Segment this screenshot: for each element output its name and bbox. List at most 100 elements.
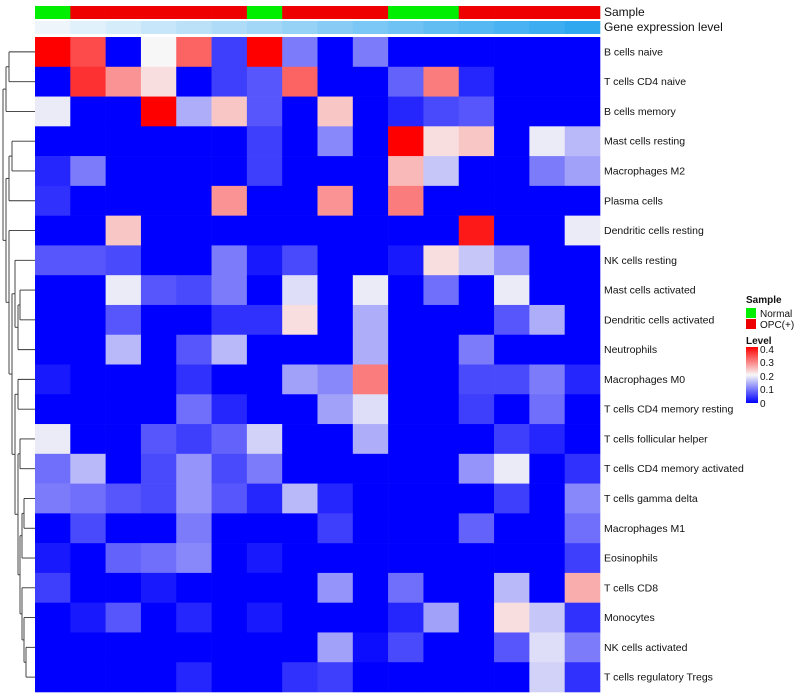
heatmap-cell (388, 245, 424, 276)
heatmap-cell (423, 66, 460, 97)
row-label: Dendritic cells resting (604, 225, 704, 237)
heatmap-cell (529, 185, 565, 216)
heatmap-cell (35, 156, 71, 187)
heatmap-cell (176, 662, 212, 693)
heatmap-cell (494, 275, 530, 306)
heatmap-cell (529, 543, 565, 574)
heatmap-cell (494, 662, 530, 693)
normal-legend-swatch (746, 308, 756, 318)
sample-annotation-cell (105, 6, 142, 19)
row-label: T cells CD4 naive (604, 76, 686, 88)
row-dendrogram (2, 51, 35, 678)
heatmap-cell (388, 453, 424, 484)
heatmap-cell (352, 304, 389, 336)
heatmap-cell (105, 96, 142, 127)
heatmap-cell (211, 424, 248, 455)
heatmap-cell (282, 632, 318, 663)
heatmap-cell (494, 483, 530, 514)
heatmap-cell (105, 483, 142, 514)
heatmap-cell (564, 364, 601, 395)
heatmap-cell (388, 632, 424, 663)
heatmap-cell (352, 453, 389, 484)
heatmap-cell (105, 304, 142, 336)
heatmap-cell (35, 543, 71, 574)
heatmap-cell (423, 215, 460, 246)
heatmap-cell (388, 96, 424, 127)
row-label: NK cells resting (604, 255, 677, 267)
heatmap-cell (494, 632, 530, 663)
heatmap-cell (140, 483, 177, 514)
expression-annotation-cell (458, 21, 495, 34)
heatmap-cell (352, 483, 389, 514)
heatmap-cell (423, 572, 460, 603)
heatmap-cell (282, 424, 318, 455)
heatmap-cell (35, 66, 71, 97)
expression-annotation-cell (246, 21, 283, 34)
heatmap-cell (494, 424, 530, 455)
heatmap-cell (317, 275, 354, 306)
heatmap-cell (176, 304, 212, 336)
expression-annotation-cell (388, 21, 424, 34)
row-label: T cells CD4 memory resting (604, 404, 733, 416)
heatmap-cell (282, 572, 318, 603)
heatmap-cell (564, 37, 601, 68)
sample-annotation-cell (317, 6, 354, 19)
heatmap-cell (211, 543, 248, 574)
heatmap-cell (246, 245, 283, 276)
heatmap-cell (423, 632, 460, 663)
heatmap-cell (246, 632, 283, 663)
heatmap-cell (176, 513, 212, 544)
sample-annotation-track (35, 6, 601, 19)
heatmap-cell (458, 662, 495, 693)
heatmap-cell (105, 37, 142, 68)
heatmap-cell (246, 394, 283, 425)
heatmap-cell (105, 245, 142, 276)
heatmap-cell (564, 334, 601, 365)
row-label: B cells memory (604, 106, 677, 118)
heatmap-cell (317, 185, 354, 216)
heatmap-cell (246, 185, 283, 216)
heatmap-cell (70, 572, 106, 603)
heatmap-cell (246, 37, 283, 68)
heatmap-cell (176, 215, 212, 246)
heatmap-cell (140, 662, 177, 693)
heatmap-cell (282, 245, 318, 276)
heatmap-cell (564, 572, 601, 603)
heatmap-cell (423, 364, 460, 395)
heatmap-cell (246, 364, 283, 395)
level-tick-label: 0.1 (760, 385, 774, 396)
level-tick-label: 0.2 (760, 372, 774, 383)
heatmap-cell (317, 66, 354, 97)
heatmap-cells (35, 37, 601, 693)
heatmap-cell (211, 304, 248, 336)
heatmap-cell (35, 453, 71, 484)
sample-annotation-cell (176, 6, 212, 19)
heatmap-cell (494, 37, 530, 68)
row-label: Neutrophils (604, 344, 657, 356)
heatmap-cell (494, 185, 530, 216)
sample-annotation-cell (246, 6, 283, 19)
heatmap-cell (423, 662, 460, 693)
heatmap-cell (458, 37, 495, 68)
heatmap-cell (282, 483, 318, 514)
level-legend-title: Level (746, 336, 772, 347)
heatmap-cell (494, 572, 530, 603)
heatmap-cell (105, 215, 142, 246)
heatmap-cell (282, 215, 318, 246)
heatmap-cell (35, 602, 71, 633)
heatmap-cell (317, 483, 354, 514)
heatmap-cell (529, 662, 565, 693)
heatmap-cell (564, 424, 601, 455)
heatmap-cell (282, 304, 318, 336)
heatmap-cell (458, 424, 495, 455)
heatmap-cell (388, 543, 424, 574)
row-labels: B cells naive T cells CD4 naive B cells me… (604, 46, 744, 683)
heatmap-cell (529, 304, 565, 336)
sample-annotation-cell (35, 6, 71, 19)
heatmap-cell (529, 364, 565, 395)
heatmap-cell (35, 572, 71, 603)
heatmap-cell (70, 334, 106, 365)
heatmap-cell (529, 275, 565, 306)
expression-annotation-cell (564, 21, 601, 34)
